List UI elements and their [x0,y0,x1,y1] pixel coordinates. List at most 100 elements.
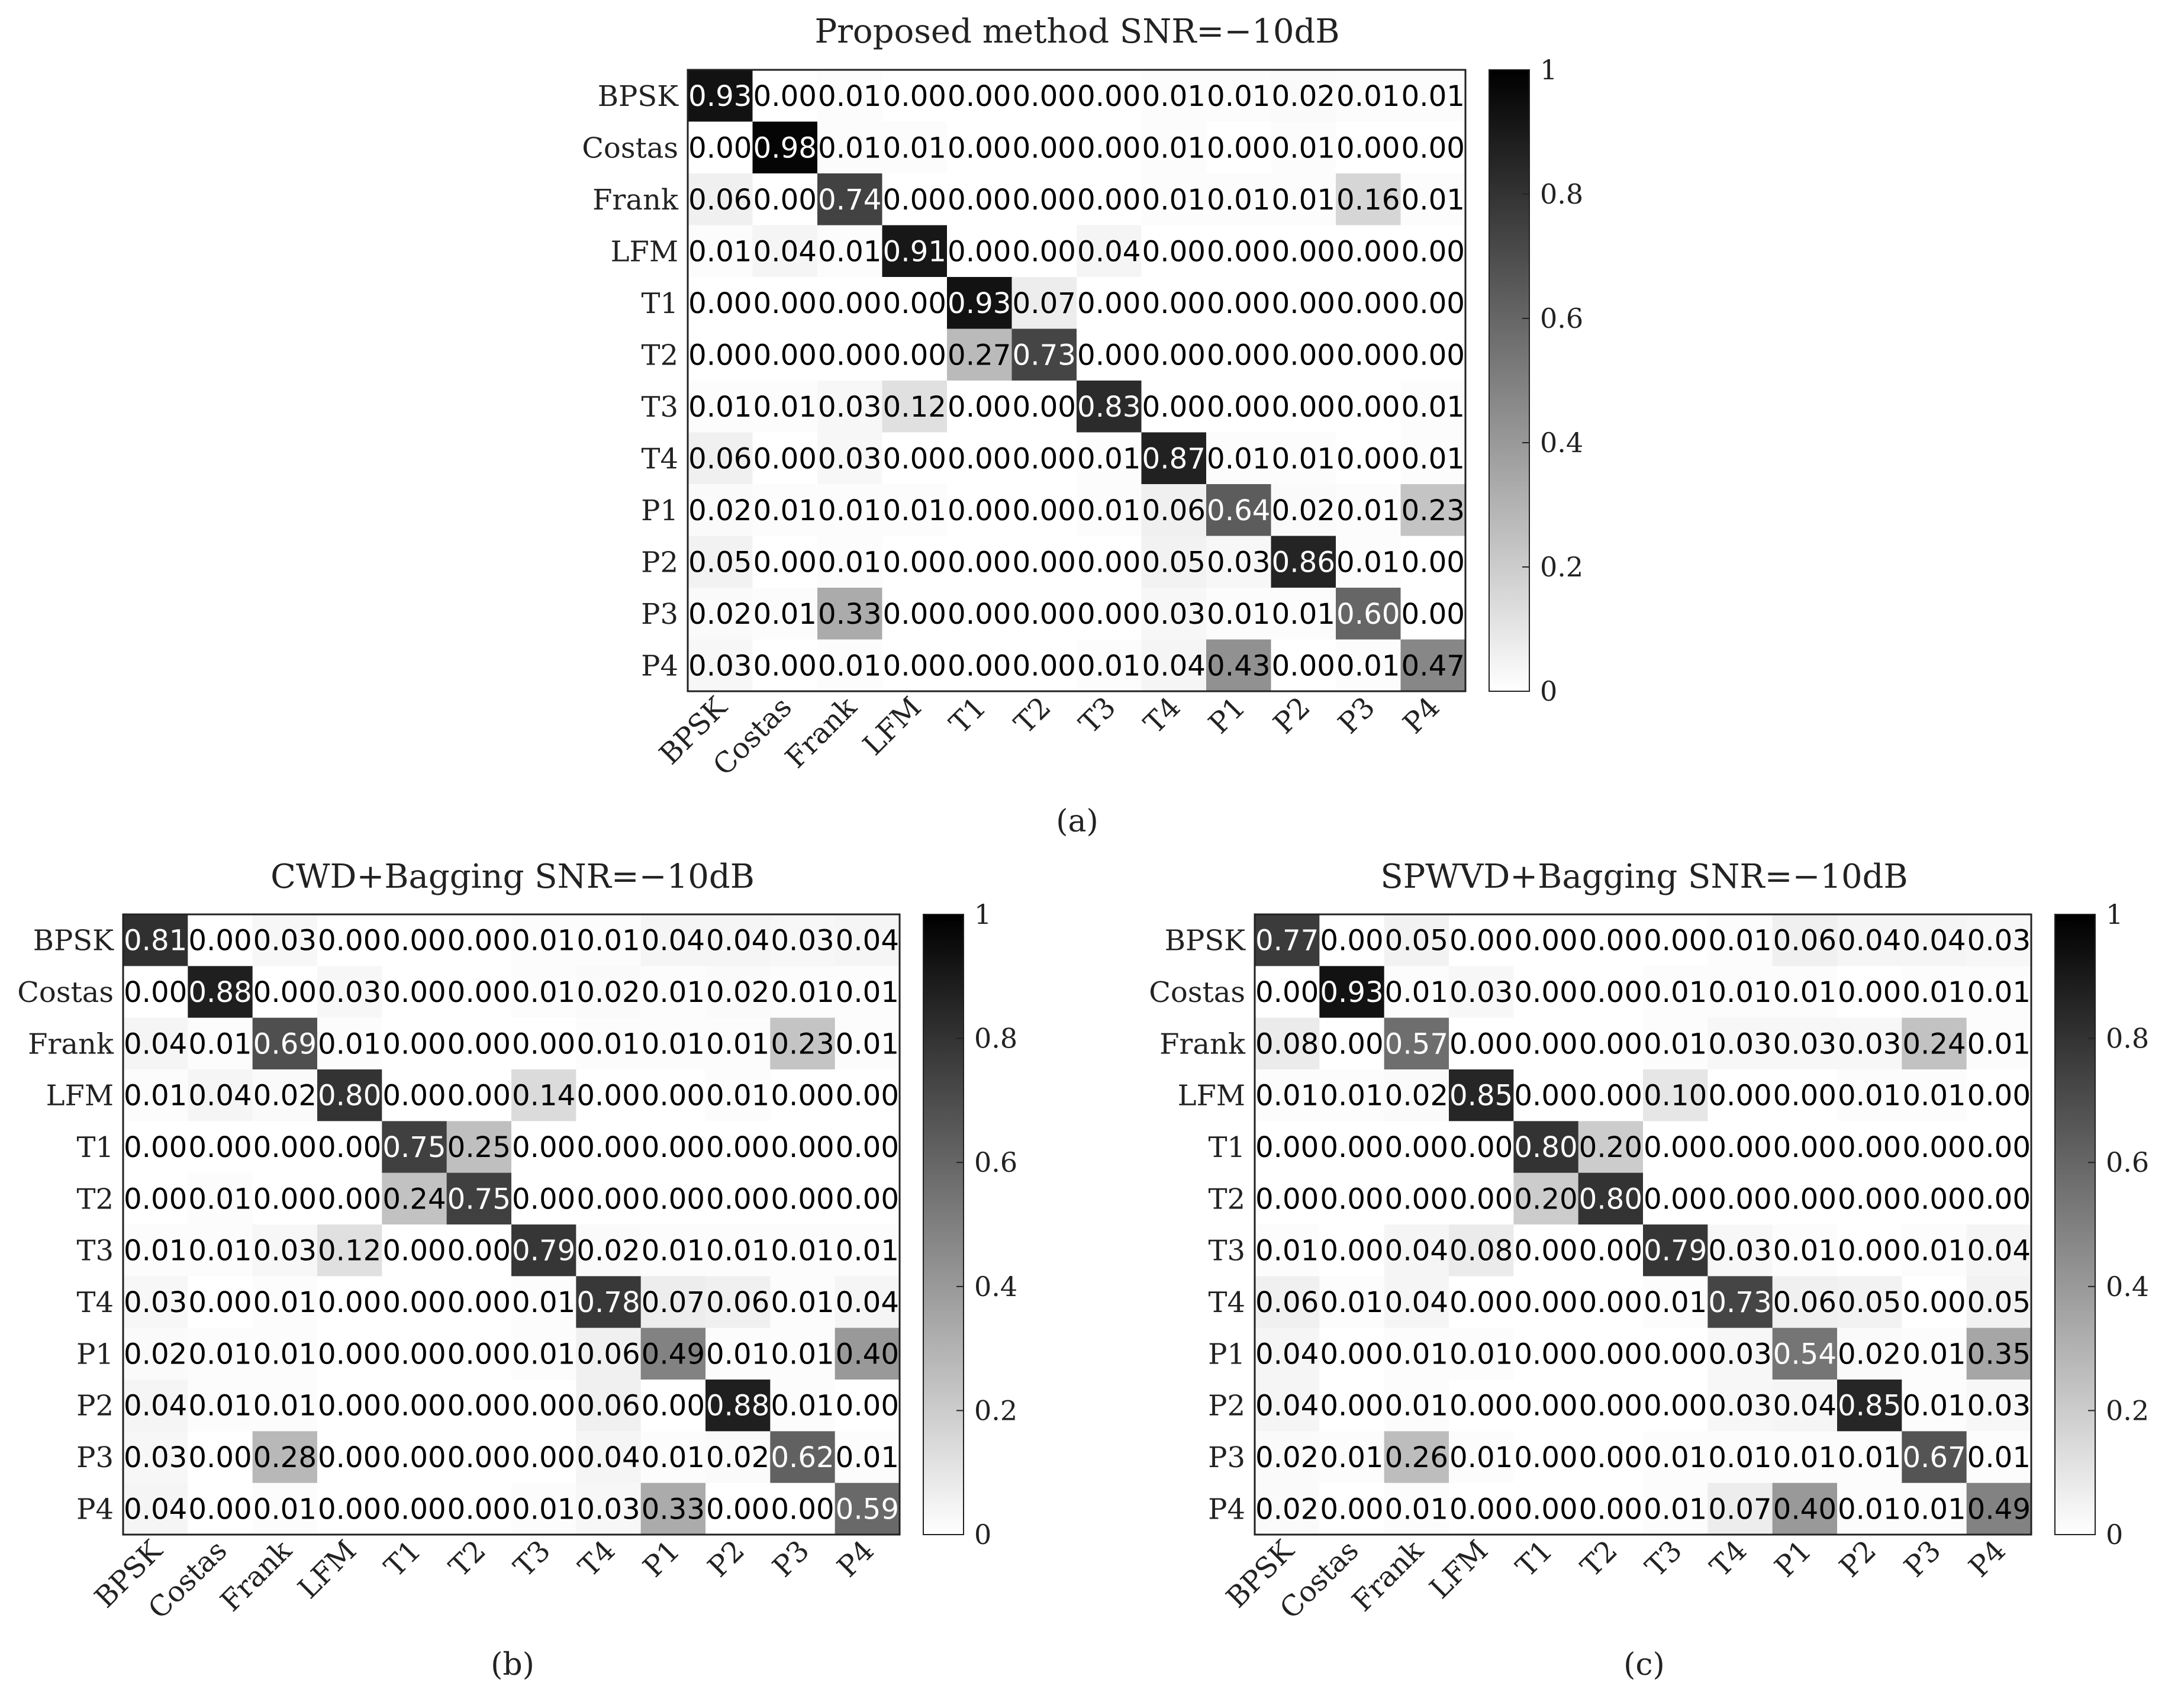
heatmap-cell [947,588,1013,640]
heatmap-cell [511,1483,576,1535]
heatmap-cell [1206,536,1272,588]
heatmap-cell [817,639,883,692]
heatmap-cell [1643,1276,1708,1329]
heatmap-cell [576,1172,642,1225]
cell-value-label: 0.01 [576,924,640,958]
cell-value-label: 0.16 [1336,183,1400,217]
cell-value-label: 0.00 [1320,1131,1383,1164]
heatmap-cell [1271,277,1336,330]
cell-value-label: 0.00 [576,1131,640,1164]
cell-value-label: 0.85 [1449,1079,1513,1113]
heatmap-cell [1077,639,1142,692]
heatmap-cell [1578,1327,1644,1380]
cell-value-label: 0.01 [1902,976,1966,1009]
heatmap-cell [1966,1276,2032,1329]
cell-value-label: 0.08 [1449,1235,1513,1268]
cell-value-label: 0.01 [753,494,817,527]
heatmap-cell [770,1431,836,1484]
cell-value-label: 0.00 [771,1079,834,1113]
cell-value-label: 0.00 [642,1182,705,1216]
cell-value-label: 0.00 [447,924,511,958]
cell-value-label: 0.02 [1272,494,1336,527]
cell-value-label: 0.04 [124,1027,187,1061]
heatmap-cell [1772,1327,1838,1380]
cell-value-label: 0.01 [1320,1286,1383,1319]
cell-value-label: 0.23 [1402,494,1465,527]
heatmap-cell [1578,1224,1644,1277]
colorbar-tick-label: 0.6 [1540,302,1583,334]
heatmap-cell [1255,1483,1320,1535]
cell-value-label: 0.00 [836,1182,899,1216]
cell-value-label: 0.00 [688,131,752,165]
heatmap-cell [252,1121,318,1174]
y-tick-label: P4 [76,1493,114,1526]
colorbar-tick-label: 0 [2106,1519,2123,1551]
heatmap-cell [317,1431,382,1484]
cell-value-label: 0.03 [124,1441,187,1474]
cell-value-label: 0.00 [318,1286,381,1319]
heatmap-cell [705,1069,771,1122]
cell-value-label: 0.00 [1255,976,1319,1009]
cell-value-label: 0.07 [1013,287,1077,320]
colorbar-tick-label: 0 [974,1519,991,1551]
cell-value-label: 0.01 [1142,80,1206,113]
heatmap-cell [382,914,447,966]
cell-value-label: 0.00 [1402,287,1465,320]
heatmap-cell [1384,1276,1449,1329]
cell-value-label: 0.03 [688,649,752,682]
heatmap-cell [752,588,818,640]
x-tick-label: T3 [507,1534,557,1584]
heatmap-cell [1966,1172,2032,1225]
cell-value-label: 0.00 [1449,1390,1513,1423]
cell-value-label: 0.01 [253,1286,317,1319]
heatmap-cell [1837,1069,1902,1122]
heatmap-cell [1255,914,1320,966]
heatmap-cell [835,1327,900,1380]
cell-value-label: 0.01 [1402,183,1465,217]
heatmap-cell [576,1327,642,1380]
heatmap-cell [835,1380,900,1432]
colorbar-tick-label: 0.8 [974,1023,1017,1055]
heatmap-cell [1319,1121,1385,1174]
cell-value-label: 0.00 [1514,1493,1577,1526]
cell-value-label: 0.06 [706,1286,769,1319]
heatmap-cell [1011,70,1077,123]
cell-value-label: 0.01 [1336,546,1400,579]
heatmap-cell [1271,536,1336,588]
cell-value-label: 0.35 [1967,1338,2031,1371]
cell-value-label: 0.04 [1142,649,1206,682]
cell-value-label: 0.10 [1644,1079,1707,1113]
cell-value-label: 0.00 [948,183,1011,217]
x-tick-label: Frank [1346,1533,1431,1618]
cell-value-label: 0.00 [1207,391,1271,424]
heatmap-cell [188,1327,253,1380]
heatmap-cell [511,966,576,1019]
cell-value-label: 0.00 [706,1182,769,1216]
cell-value-label: 0.04 [836,1286,899,1319]
heatmap-cell [947,173,1013,226]
cell-value-label: 0.04 [576,1441,640,1474]
cell-value-label: 0.00 [883,339,947,372]
cell-value-label: 0.00 [1902,1131,1966,1164]
cell-value-label: 0.00 [1336,442,1400,475]
heatmap-cell [1449,966,1514,1019]
cell-value-label: 0.01 [836,976,899,1009]
y-tick-label: Costas [17,976,114,1009]
cell-value-label: 0.01 [1644,976,1707,1009]
y-tick-label: P4 [641,649,678,682]
cell-value-label: 0.79 [1644,1235,1707,1268]
cell-value-label: 0.00 [1077,131,1141,165]
heatmap-cell [1011,484,1077,537]
cell-value-label: 0.01 [188,1027,252,1061]
cell-value-label: 0.01 [771,1286,834,1319]
x-tick-label: T2 [443,1534,492,1584]
heatmap-cell [1206,328,1272,381]
heatmap-cell [1966,1017,2032,1070]
heatmap-cell [188,1017,253,1070]
cell-value-label: 0.00 [1838,1131,1901,1164]
heatmap-cell [817,381,883,433]
heatmap-cell [882,536,948,588]
heatmap-cell [1707,1327,1773,1380]
heatmap-cell [1206,70,1272,123]
heatmap-cell [1400,484,1466,537]
